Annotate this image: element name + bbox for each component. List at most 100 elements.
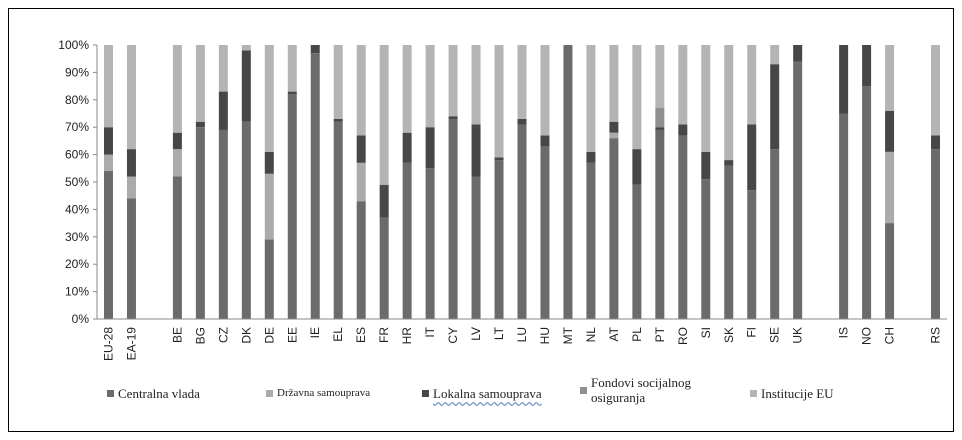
y-tick-label: 30% [65, 230, 89, 244]
bar-segment [425, 45, 435, 128]
bar-segment [333, 121, 343, 319]
bar-segment [126, 176, 136, 199]
x-tick-label: EU-28 [101, 327, 115, 361]
bar-segment [494, 160, 504, 319]
x-tick-label: SE [768, 327, 782, 343]
bar-segment [678, 45, 688, 125]
x-tick-label: IT [423, 326, 437, 337]
bar-segment [494, 157, 504, 161]
legend-item-institucije-eu: Institucije EU [750, 386, 834, 401]
bar-segment [379, 184, 389, 218]
x-tick-label: LT [492, 326, 506, 340]
legend-label: Centralna vlada [118, 386, 200, 401]
bar-segment [747, 45, 757, 125]
bar-segment [724, 160, 734, 166]
bar-segment [448, 45, 458, 117]
bar-segment [402, 162, 412, 319]
bar-segment [172, 149, 182, 177]
bar-segment [586, 151, 596, 163]
bar-segment [241, 121, 251, 319]
bar-segment [885, 45, 895, 111]
bar-segment [655, 127, 665, 130]
bar-segment [747, 124, 757, 191]
bar-segment [793, 45, 803, 62]
bar-segment [885, 110, 895, 152]
bar-segment [862, 45, 872, 87]
bar-segment [241, 45, 251, 51]
bar-segment [402, 45, 412, 133]
x-tick-label: CH [883, 327, 897, 344]
bar-segment [885, 151, 895, 224]
legend-swatch [266, 390, 273, 397]
x-tick-label: LV [469, 327, 483, 341]
y-tick-label: 10% [65, 285, 89, 299]
legend-item-fondovi-socijalnog-osiguranja: Fondovi socijalnog osiguranja [580, 375, 716, 405]
x-tick-label: EE [285, 327, 299, 343]
x-tick-label: DK [239, 327, 253, 344]
bar-segment [517, 124, 527, 320]
bar-segment [632, 184, 642, 319]
bar-segment [586, 45, 596, 152]
y-axis: 0% 10% 20% 30% 40% 50% 60% 70% 80% 90% 100% [58, 38, 98, 326]
legend-item-centralna-vlada: Centralna vlada [107, 386, 200, 401]
bar-segment [218, 45, 228, 92]
bar-segment [172, 132, 182, 150]
x-tick-label: UK [791, 327, 805, 344]
bar-segment [701, 179, 711, 319]
bar-segment [287, 91, 297, 95]
bar-segment [402, 132, 412, 163]
y-tick-label: 70% [65, 120, 89, 134]
legend-swatch [422, 390, 429, 397]
bar-segment [632, 149, 642, 185]
y-tick-label: 40% [65, 202, 89, 216]
bar-segment [931, 45, 941, 136]
chart-frame: 0% 10% 20% 30% 40% 50% 60% 70% 80% 90% 100% EU-28 E… [8, 8, 954, 432]
bar-segment [356, 201, 366, 319]
bar-segment [701, 45, 711, 152]
bar-segment [563, 45, 573, 319]
x-tick-label: RO [676, 327, 690, 345]
bar-segment [655, 129, 665, 319]
bar-segment [839, 113, 849, 319]
bar-segment [264, 239, 274, 319]
bars-group [103, 45, 941, 320]
x-axis: EU-28 EA-19 BE BG CZ DK DE EE IE EL ES FR HR IT CY LV LT… [97, 318, 947, 361]
y-tick-label: 90% [65, 65, 89, 79]
x-tick-label: SK [722, 327, 736, 343]
bar-segment [241, 50, 251, 122]
legend-swatch [750, 390, 757, 397]
bar-segment [724, 45, 734, 161]
bar-segment [356, 135, 366, 163]
bar-segment [264, 173, 274, 240]
x-tick-label: HR [400, 327, 414, 345]
bar-segment [471, 45, 481, 125]
bar-segment [701, 151, 711, 180]
bar-segment [172, 176, 182, 319]
y-tick-label: 50% [65, 175, 89, 189]
bar-segment [770, 45, 780, 65]
bar-segment [540, 146, 550, 319]
y-tick-label: 80% [65, 93, 89, 107]
x-tick-label: EA-19 [124, 327, 138, 361]
bar-segment [356, 45, 366, 136]
bar-segment [793, 61, 803, 319]
bar-segment [103, 45, 113, 128]
bar-segment [333, 45, 343, 119]
bar-segment [172, 45, 182, 133]
bar-segment [770, 149, 780, 319]
bar-segment [839, 45, 849, 114]
x-tick-label: IS [837, 327, 851, 338]
bar-segment [655, 108, 665, 128]
bar-segment [448, 118, 458, 319]
bar-segment [379, 217, 389, 319]
bar-segment [287, 94, 297, 319]
bar-segment [540, 45, 550, 136]
bar-segment [126, 45, 136, 150]
x-tick-label: DE [262, 327, 276, 344]
bar-segment [540, 135, 550, 147]
x-tick-label: PL [630, 327, 644, 342]
x-tick-label: FR [377, 327, 391, 343]
bar-segment [264, 151, 274, 174]
x-tick-label: HU [538, 327, 552, 344]
bar-segment [632, 45, 642, 150]
